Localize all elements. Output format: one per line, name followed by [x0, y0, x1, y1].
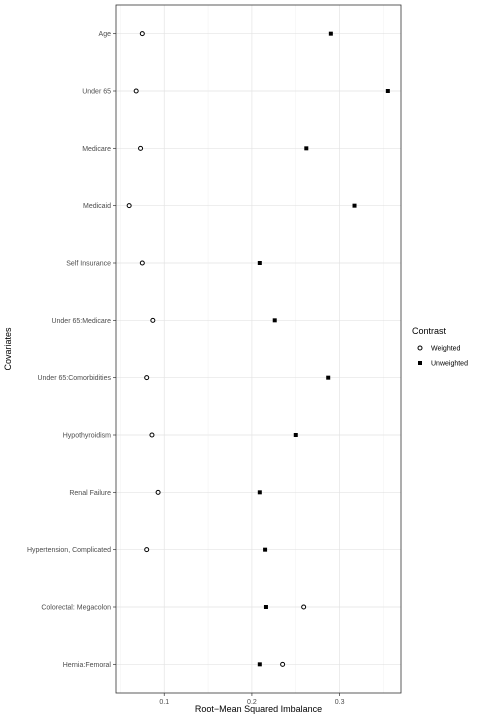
- weighted-point: [301, 604, 307, 610]
- y-tick-label: Medicare: [82, 146, 111, 153]
- unweighted-point: [263, 547, 268, 552]
- y-tick-label: Self Insurance: [66, 261, 111, 268]
- weighted-point: [138, 145, 144, 151]
- y-axis: Age Under 65 Medicare Medicaid Self Insuranc…: [27, 31, 116, 669]
- unweighted-point: [257, 662, 262, 667]
- unweighted-point: [328, 31, 333, 36]
- weighted-point: [139, 31, 145, 37]
- unweighted-point: [263, 605, 268, 609]
- weighted-point: [126, 203, 132, 209]
- major-gridlines: [116, 5, 401, 693]
- x-tick-label: 0.3: [335, 699, 345, 706]
- legend-label: Weighted: [431, 346, 461, 353]
- weighted-point: [149, 432, 155, 438]
- x-tick-label: 0.2: [247, 699, 257, 706]
- weighted-point: [139, 260, 145, 266]
- y-tick-label: Under 65:Comorbidities: [37, 375, 111, 382]
- y-tick-label: Renal Failure: [69, 490, 111, 497]
- y-axis-title: Covariates: [3, 327, 13, 371]
- x-axis: 0.1 0.2 0.3: [159, 693, 345, 706]
- unweighted-point: [293, 433, 298, 437]
- legend-key-weighted: [417, 345, 423, 351]
- y-tick-label: Hypothyroidism: [63, 433, 111, 440]
- y-tick-label: Age: [99, 31, 112, 38]
- x-axis-title: Root−Mean Squared Imbalance: [195, 704, 322, 714]
- weighted-point: [155, 489, 161, 495]
- plot-panel-border: [115, 4, 402, 694]
- legend-items: Weighted Unweighted: [417, 345, 468, 368]
- minor-gridlines: [120, 5, 384, 693]
- y-tick-label: Colorectal: Megacolon: [41, 605, 111, 612]
- unweighted-point: [272, 318, 277, 323]
- y-tick-label: Medicaid: [83, 203, 111, 210]
- unweighted-point: [326, 375, 331, 380]
- legend-label: Unweighted: [431, 361, 468, 368]
- data-points: [126, 31, 390, 667]
- x-tick-label: 0.1: [159, 699, 169, 706]
- y-tick-label: Hernia:Femoral: [63, 662, 112, 669]
- legend-key-unweighted: [418, 361, 422, 365]
- unweighted-point: [304, 146, 309, 151]
- weighted-point: [150, 317, 156, 323]
- weighted-point: [280, 661, 286, 667]
- unweighted-point: [352, 203, 357, 208]
- weighted-point: [133, 88, 139, 94]
- weighted-point: [144, 375, 150, 381]
- unweighted-point: [385, 89, 390, 93]
- y-tick-label: Under 65:Medicare: [51, 318, 111, 325]
- weighted-point: [144, 547, 150, 553]
- legend-title: Contrast: [412, 326, 447, 336]
- y-tick-label: Hypertension, Complicated: [27, 547, 111, 554]
- legend: Contrast Weighted Unweighted: [412, 326, 468, 368]
- unweighted-point: [257, 490, 262, 495]
- unweighted-point: [257, 261, 262, 265]
- y-tick-label: Under 65: [82, 89, 111, 96]
